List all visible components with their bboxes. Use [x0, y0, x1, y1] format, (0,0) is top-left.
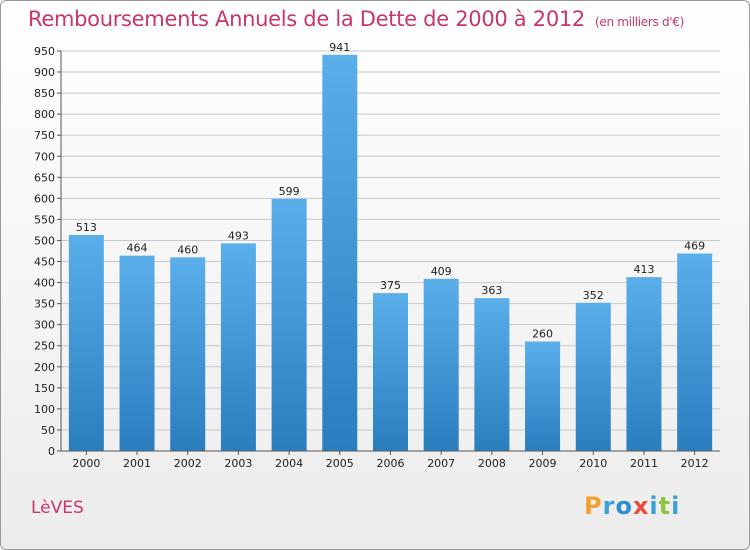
bar: [119, 255, 155, 451]
y-tick-label: 0: [48, 445, 55, 458]
logo-letter: r: [602, 492, 616, 520]
x-tick-label: 2002: [174, 457, 202, 470]
y-tick-label: 900: [34, 66, 55, 79]
commune-name: LèVES: [31, 498, 84, 518]
y-tick-label: 550: [34, 213, 55, 226]
x-tick-label: 2001: [123, 457, 151, 470]
chart-title-text: Remboursements Annuels de la Dette de 20…: [28, 7, 585, 31]
logo-letter: i: [649, 492, 659, 520]
x-tick-label: 2004: [275, 457, 303, 470]
y-tick-label: 200: [34, 361, 55, 374]
bar: [575, 302, 611, 451]
bar-value-label: 460: [177, 243, 198, 256]
logo-letter: x: [632, 492, 650, 520]
chart-unit-note: (en milliers d'€): [595, 15, 685, 29]
axes: 0 50 100 150 200 250 300 350 400 450 500 550 600 650 7…: [34, 45, 720, 470]
logo-letter: i: [671, 492, 681, 520]
bar-value-label: 352: [583, 289, 604, 302]
y-tick-label: 150: [34, 382, 55, 395]
bars: 513 464 460 493 599 941 375 409 363 260 352 413 469: [68, 41, 713, 451]
y-tick-label: 800: [34, 108, 55, 121]
x-tick-label: 2012: [681, 457, 709, 470]
proxiti-logo: Proxiti: [584, 492, 680, 520]
bar: [677, 253, 713, 451]
bar-value-label: 260: [532, 328, 553, 341]
bar: [373, 293, 408, 451]
bar: [474, 298, 510, 451]
x-tick-label: 2007: [427, 457, 455, 470]
y-tick-label: 850: [34, 87, 55, 100]
x-tick-label: 2005: [326, 457, 354, 470]
y-tick-label: 500: [34, 234, 55, 247]
y-tick-label: 450: [34, 256, 55, 269]
y-tick-label: 700: [34, 150, 55, 163]
bar-value-label: 409: [431, 265, 452, 278]
y-tick-label: 50: [41, 424, 55, 437]
bar-value-label: 493: [228, 229, 249, 242]
bar-value-label: 513: [76, 221, 97, 234]
y-tick-label: 600: [34, 192, 55, 205]
y-tick-label: 350: [34, 298, 55, 311]
bar: [322, 54, 358, 451]
chart-title: Remboursements Annuels de la Dette de 20…: [28, 7, 684, 31]
y-tick-label: 300: [34, 319, 55, 332]
bar: [271, 198, 307, 451]
x-tick-label: 2011: [630, 457, 658, 470]
x-tick-label: 2008: [478, 457, 506, 470]
logo-letter: t: [658, 492, 672, 520]
bar-value-label: 464: [127, 242, 148, 255]
y-tick-label: 750: [34, 129, 55, 142]
x-tick-label: 2003: [224, 457, 252, 470]
bar: [220, 243, 256, 451]
bar-value-label: 363: [481, 284, 502, 297]
x-tick-label: 2006: [377, 457, 405, 470]
x-tick-label: 2009: [529, 457, 557, 470]
y-tick-label: 950: [34, 45, 55, 58]
bar: [423, 278, 459, 451]
bar-value-label: 941: [329, 41, 350, 54]
bar-value-label: 375: [380, 279, 401, 292]
x-tick-label: 2010: [579, 457, 607, 470]
y-tick-label: 100: [34, 403, 55, 416]
bar: [170, 257, 206, 451]
bar: [525, 341, 561, 451]
bar-value-label: 413: [633, 263, 654, 276]
y-tick-label: 250: [34, 340, 55, 353]
logo-letter: P: [584, 492, 603, 520]
logo-letter: o: [615, 492, 633, 520]
x-tick-label: 2000: [72, 457, 100, 470]
bar: [626, 277, 662, 451]
bar-value-label: 599: [279, 185, 300, 198]
bar: [68, 235, 104, 451]
bar-value-label: 469: [684, 240, 705, 253]
y-tick-label: 650: [34, 171, 55, 184]
y-tick-label: 400: [34, 277, 55, 290]
